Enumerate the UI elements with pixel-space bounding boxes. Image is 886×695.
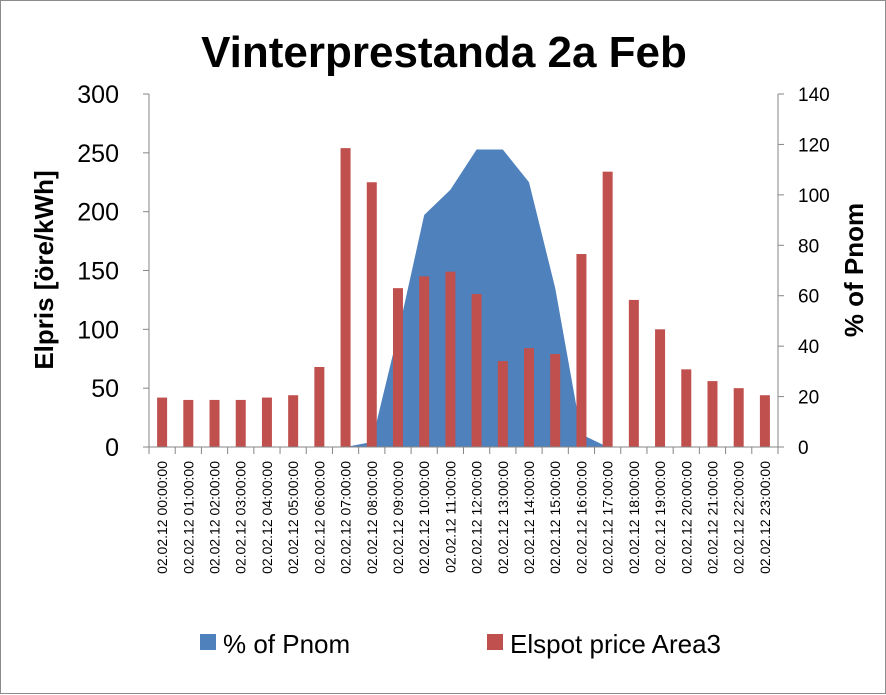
bar-elspot-13 [497, 361, 508, 447]
y-left-tick-label-2: 100 [77, 316, 119, 344]
x-tick-label-12: 02.02.12 12:00:00 [469, 461, 485, 574]
x-tick-label-7: 02.02.12 07:00:00 [338, 461, 354, 574]
bar-elspot-16 [576, 254, 587, 447]
bar-elspot-21 [707, 381, 718, 447]
y-left-tick-label-1: 50 [91, 375, 119, 403]
bar-elspot-23 [759, 395, 770, 447]
bar-elspot-8 [366, 182, 377, 447]
axes-layer: 0 50 100 150 200 250 300 0 20 40 60 80 100 120 140 02.0… [77, 81, 829, 574]
bar-elspot-20 [681, 369, 692, 447]
bar-elspot-14 [524, 348, 535, 447]
y-axis-right-title: % of Pnom [839, 203, 869, 337]
bar-elspot-2 [209, 399, 220, 447]
bar-elspot-1 [183, 399, 194, 447]
x-tick-label-10: 02.02.12 10:00:00 [416, 461, 432, 574]
x-tick-label-14: 02.02.12 14:00:00 [521, 461, 537, 574]
y-right-tick-label-7: 140 [798, 85, 830, 106]
bar-elspot-3 [235, 399, 246, 447]
y-right-tick-label-6: 120 [798, 135, 830, 156]
x-tick-label-5: 02.02.12 05:00:00 [285, 461, 301, 574]
y-left-tick-label-6: 300 [77, 81, 119, 109]
x-tick-label-23: 02.02.12 23:00:00 [757, 461, 773, 574]
bar-elspot-17 [602, 171, 613, 447]
x-tick-label-2: 02.02.12 02:00:00 [207, 461, 223, 574]
y-right-tick-label-3: 60 [798, 287, 819, 308]
x-tick-label-13: 02.02.12 13:00:00 [495, 461, 511, 574]
bar-elspot-12 [471, 294, 482, 447]
x-tick-label-11: 02.02.12 11:00:00 [442, 461, 458, 573]
x-tick-label-9: 02.02.12 09:00:00 [390, 461, 406, 574]
x-tick-label-15: 02.02.12 15:00:00 [547, 461, 563, 574]
x-tick-label-4: 02.02.12 04:00:00 [259, 461, 275, 574]
y-left-tick-label-4: 200 [77, 199, 119, 227]
x-tick-label-22: 02.02.12 22:00:00 [731, 461, 747, 574]
bar-elspot-19 [655, 329, 666, 447]
legend-label-elspot: Elspot price Area3 [510, 629, 721, 659]
y-right-tick-label-0: 0 [798, 438, 809, 459]
bar-elspot-22 [733, 388, 744, 447]
bar-elspot-10 [419, 276, 430, 447]
bar-elspot-5 [288, 395, 299, 447]
legend-swatch-pnom [200, 634, 216, 650]
y-left-tick-label-0: 0 [105, 434, 119, 462]
y-right-tick-label-2: 40 [798, 337, 819, 358]
chart-title: Vinterprestanda 2a Feb [201, 28, 687, 77]
bar-elspot-7 [340, 148, 351, 447]
y-right-tick-label-4: 80 [798, 236, 819, 257]
legend: % of Pnom Elspot price Area3 [200, 629, 721, 659]
bar-series-layer [157, 148, 770, 447]
x-tick-label-6: 02.02.12 06:00:00 [311, 461, 327, 574]
x-tick-label-16: 02.02.12 16:00:00 [573, 461, 589, 574]
bar-elspot-4 [261, 397, 272, 447]
x-tick-label-0: 02.02.12 00:00:00 [154, 461, 170, 574]
x-tick-label-17: 02.02.12 17:00:00 [600, 461, 616, 574]
y-left-tick-label-3: 150 [77, 258, 119, 286]
y-right-tick-label-5: 100 [798, 186, 830, 207]
bar-elspot-11 [445, 271, 456, 447]
x-tick-label-3: 02.02.12 03:00:00 [233, 461, 249, 574]
area-series-layer [162, 149, 765, 447]
y-axis-left-title: Elpris [öre/kWh] [29, 170, 59, 369]
x-tick-label-8: 02.02.12 08:00:00 [364, 461, 380, 574]
y-left-tick-label-5: 250 [77, 140, 119, 168]
legend-label-pnom: % of Pnom [223, 629, 350, 659]
x-tick-label-1: 02.02.12 01:00:00 [180, 461, 196, 574]
bar-elspot-15 [550, 354, 561, 447]
x-tick-label-20: 02.02.12 20:00:00 [678, 461, 694, 574]
x-tick-label-21: 02.02.12 21:00:00 [704, 461, 720, 574]
x-tick-label-18: 02.02.12 18:00:00 [626, 461, 642, 574]
y-right-tick-label-1: 20 [798, 388, 819, 409]
bar-elspot-18 [628, 299, 639, 447]
legend-swatch-elspot [487, 634, 503, 650]
x-tick-label-19: 02.02.12 19:00:00 [652, 461, 668, 574]
bar-elspot-9 [392, 288, 403, 447]
bar-elspot-6 [314, 366, 325, 447]
area-pnom [162, 149, 765, 447]
bar-elspot-0 [157, 397, 168, 447]
